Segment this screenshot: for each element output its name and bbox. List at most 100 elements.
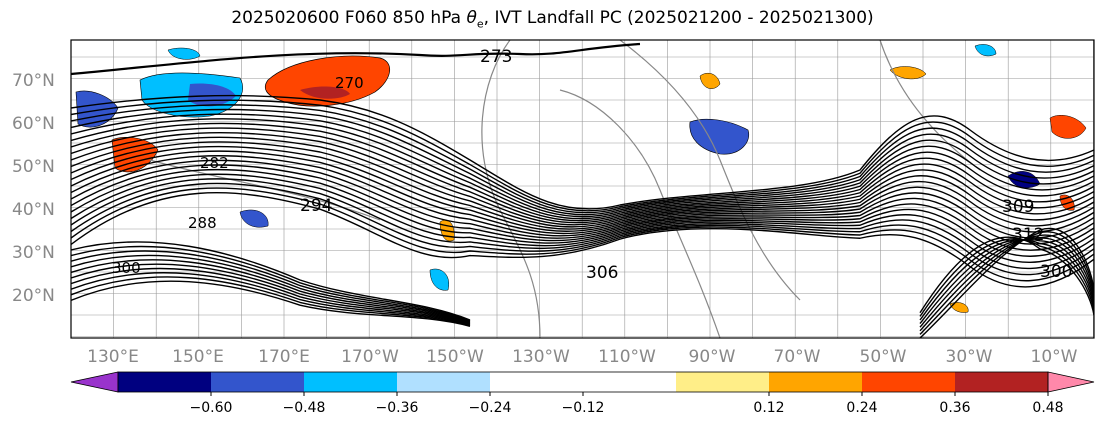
theta-e-contour-line <box>71 42 641 76</box>
lon-label: 170°W <box>341 347 399 367</box>
contour-label: 282 <box>200 154 229 172</box>
positive-anomaly-region <box>889 66 927 80</box>
colorbar-swatch <box>583 372 677 392</box>
theta-e-contour-line <box>71 99 1094 212</box>
longitude-labels: 130°E 150°E 170°E 170°W 150°W 130°W 110°… <box>87 347 1078 367</box>
positive-anomaly-region <box>699 73 721 89</box>
theta-e-contour-line <box>71 254 471 323</box>
colorbar-tick-label: 0.12 <box>753 400 784 416</box>
contour-label: 288 <box>188 214 217 232</box>
lat-label: 50°N <box>12 157 55 177</box>
lat-label: 70°N <box>12 71 55 91</box>
colorbar-swatch <box>304 372 398 392</box>
lon-label: 90°W <box>689 347 736 367</box>
theta-e-contour-line <box>71 150 1094 235</box>
colorbar-tick-label: −0.48 <box>283 400 326 416</box>
theta-e-contour-line <box>71 118 1094 220</box>
colorbar-tick-label: −0.60 <box>190 400 233 416</box>
theta-e-contour-line <box>71 276 471 327</box>
theta-e-contour-line <box>71 108 1094 216</box>
theta-e-contour-line <box>71 155 1094 239</box>
theta-e-contour-line <box>919 237 1094 328</box>
theta-e-contour-line <box>71 127 1094 224</box>
contour-label: 312 <box>1012 225 1044 245</box>
theta-e-contour-line <box>919 238 1094 317</box>
lon-label: 170°E <box>258 347 310 367</box>
lon-label: 110°W <box>598 347 656 367</box>
colorbar-tick-label: −0.12 <box>562 400 605 416</box>
contour-label: 306 <box>586 263 618 283</box>
theta-e-contour-line <box>71 136 1094 228</box>
theta-e-contour-line <box>71 145 1094 232</box>
map-area <box>70 39 1095 339</box>
theta-e-contour-line <box>919 236 1094 316</box>
lon-label: 50°W <box>860 347 907 367</box>
positive-anomaly-region <box>1049 115 1087 139</box>
colorbar-swatch <box>211 372 305 392</box>
lon-label: 130°E <box>87 347 139 367</box>
theta-e-contour-line <box>71 272 471 326</box>
latitude-labels: 70°N 60°N 50°N 40°N 30°N 20°N <box>12 71 55 306</box>
contour-label: 273 <box>480 47 512 67</box>
theta-e-contour-line <box>71 178 1094 270</box>
lat-label: 30°N <box>12 243 55 263</box>
contour-label: 300 <box>112 259 141 277</box>
colorbar-ticks: −0.60 −0.48 −0.36 −0.24 −0.12 0.12 0.24 0.36 0.4… <box>190 392 1064 416</box>
theta-e-contour-line <box>919 239 1094 321</box>
positive-anomaly-region <box>264 55 390 107</box>
contour-label: 309 <box>1002 197 1034 217</box>
colorbar-tick-label: 0.36 <box>939 400 970 416</box>
colorbar-tick-label: −0.36 <box>376 400 419 416</box>
theta-e-contour-line <box>71 263 471 325</box>
colorbar-tick-label: −0.24 <box>469 400 512 416</box>
negative-anomaly-region <box>689 118 750 155</box>
theta-e-contour-line <box>919 234 1094 332</box>
theta-e-contour-line <box>71 250 471 323</box>
colorbar <box>70 371 1095 393</box>
theta-e-contour-line <box>71 259 471 324</box>
lon-label: 130°W <box>512 347 570 367</box>
lat-label: 60°N <box>12 114 55 134</box>
lat-label: 20°N <box>12 286 55 306</box>
theta-e-contour-line <box>71 168 1094 257</box>
contour-label: 300 <box>1040 262 1072 282</box>
colorbar-extend-low <box>70 371 119 393</box>
theta-e-contour-line <box>919 238 1094 325</box>
contour-label-group: 273 270 282 294 288 300 306 309 312 300 <box>112 47 1072 283</box>
negative-anomaly-region <box>974 44 997 57</box>
theta-e-contour-line <box>71 94 1094 210</box>
colorbar-swatch <box>490 372 584 392</box>
negative-anomaly-region <box>239 209 269 228</box>
theta-e-contour-line <box>919 231 1094 335</box>
theta-e-contour-line <box>71 187 1094 282</box>
theta-e-contours <box>71 42 1094 338</box>
shaded-anomalies <box>75 44 1087 313</box>
colorbar-swatch <box>397 372 491 392</box>
colorbar-swatch <box>862 372 956 392</box>
theta-e-contour-line <box>919 227 1094 338</box>
theta-e-contour-line <box>71 122 1094 222</box>
theta-e-contour-line <box>71 173 1094 264</box>
theta-e-contour-line <box>71 280 471 327</box>
colorbar-swatch <box>769 372 863 392</box>
negative-anomaly-region <box>167 47 201 60</box>
theta-e-contour-line <box>71 113 1094 218</box>
theta-e-contour-line <box>71 159 1094 245</box>
contour-label: 294 <box>300 196 332 216</box>
theta-e-contour-line <box>71 131 1094 226</box>
positive-anomaly-core <box>300 86 350 99</box>
colorbar-swatch <box>955 372 1049 392</box>
lon-label: 10°W <box>1031 347 1078 367</box>
colorbar-tick-label: 0.48 <box>1032 400 1063 416</box>
theta-e-contour-line <box>71 192 1094 288</box>
theta-e-contour-line <box>71 141 1094 230</box>
theta-e-contour-line <box>71 245 471 322</box>
lon-label: 150°E <box>172 347 224 367</box>
colorbar-swatch <box>676 372 770 392</box>
theta-e-contour-line <box>71 164 1094 251</box>
lon-label: 150°W <box>426 347 484 367</box>
contour-label: 270 <box>335 74 364 92</box>
positive-anomaly-region <box>949 302 969 313</box>
colorbar-tick-label: 0.24 <box>846 400 877 416</box>
